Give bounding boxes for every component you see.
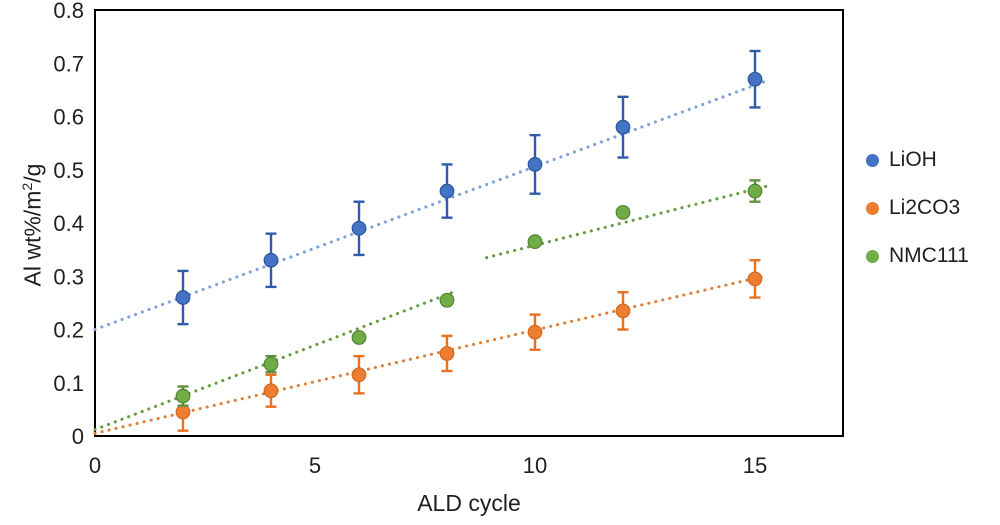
y-tick-label: 0.4: [53, 211, 84, 236]
y-axis-title: Al wt%/m2/g: [13, 125, 46, 325]
data-point-lioh: [351, 220, 367, 236]
data-point-lioh: [747, 71, 763, 87]
legend-item-nmc111: NMC111: [866, 232, 969, 280]
legend-marker-icon: [866, 249, 879, 263]
data-point-li2co3: [615, 303, 631, 319]
x-tick-label: 0: [89, 453, 101, 478]
data-point-lioh: [615, 119, 631, 135]
y-tick-label: 0.3: [53, 264, 84, 289]
data-point-nmc111: [263, 356, 279, 372]
data-point-li2co3: [527, 324, 543, 340]
data-point-li2co3: [263, 383, 279, 399]
y-tick-label: 0.1: [53, 371, 84, 396]
data-point-li2co3: [351, 367, 367, 383]
y-tick-label: 0.2: [53, 318, 84, 343]
data-point-nmc111: [439, 292, 455, 308]
y-tick-label: 0.5: [53, 158, 84, 183]
legend-label: NMC111: [889, 244, 969, 267]
data-point-nmc111: [747, 183, 763, 199]
legend-marker-icon: [866, 201, 879, 215]
y-axis-title-superscript: 2: [20, 182, 36, 191]
y-tick-label: 0.8: [53, 0, 84, 23]
legend-label: LiOH: [889, 148, 937, 171]
data-point-nmc111: [175, 388, 191, 404]
trendline-li2co3: [93, 274, 766, 435]
plot-border: [94, 9, 844, 437]
data-point-lioh: [263, 252, 279, 268]
data-point-li2co3: [747, 271, 763, 287]
y-axis-title-unit: /g: [19, 163, 46, 183]
data-point-li2co3: [175, 404, 191, 420]
data-point-li2co3: [439, 346, 455, 361]
y-tick-label: 0: [72, 424, 84, 449]
legend: LiOH Li2CO3 NMC111: [866, 136, 969, 280]
data-point-nmc111: [527, 234, 543, 250]
legend-item-lioh: LiOH: [866, 136, 969, 184]
data-point-nmc111: [351, 330, 367, 345]
y-tick-label: 0.7: [53, 51, 84, 76]
x-tick-label: 10: [523, 453, 547, 478]
x-tick-label: 15: [743, 453, 767, 478]
data-point-lioh: [527, 157, 543, 172]
x-axis-title: ALD cycle: [417, 490, 521, 516]
y-axis-title-text: Al wt%/m: [19, 190, 46, 287]
data-point-lioh: [439, 183, 455, 199]
data-point-lioh: [175, 290, 191, 305]
x-tick-label: 5: [309, 453, 321, 478]
legend-label: Li2CO3: [889, 196, 961, 219]
data-point-nmc111: [615, 204, 631, 220]
trendline-nmc111: [485, 183, 775, 260]
legend-marker-icon: [866, 153, 879, 167]
legend-item-li2co3: Li2CO3: [866, 184, 969, 232]
trendline-lioh: [93, 80, 766, 332]
y-tick-label: 0.6: [53, 105, 84, 130]
